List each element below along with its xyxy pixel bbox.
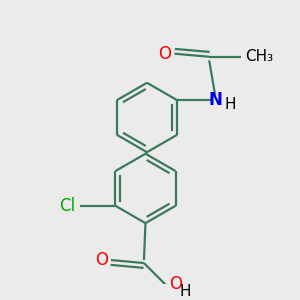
Text: N: N [208, 91, 222, 109]
Text: CH₃: CH₃ [245, 49, 274, 64]
Text: O: O [158, 45, 172, 63]
Text: Cl: Cl [60, 197, 76, 215]
Text: H: H [224, 97, 236, 112]
Text: O: O [169, 275, 182, 293]
Text: O: O [95, 251, 108, 269]
Text: H: H [179, 284, 191, 298]
